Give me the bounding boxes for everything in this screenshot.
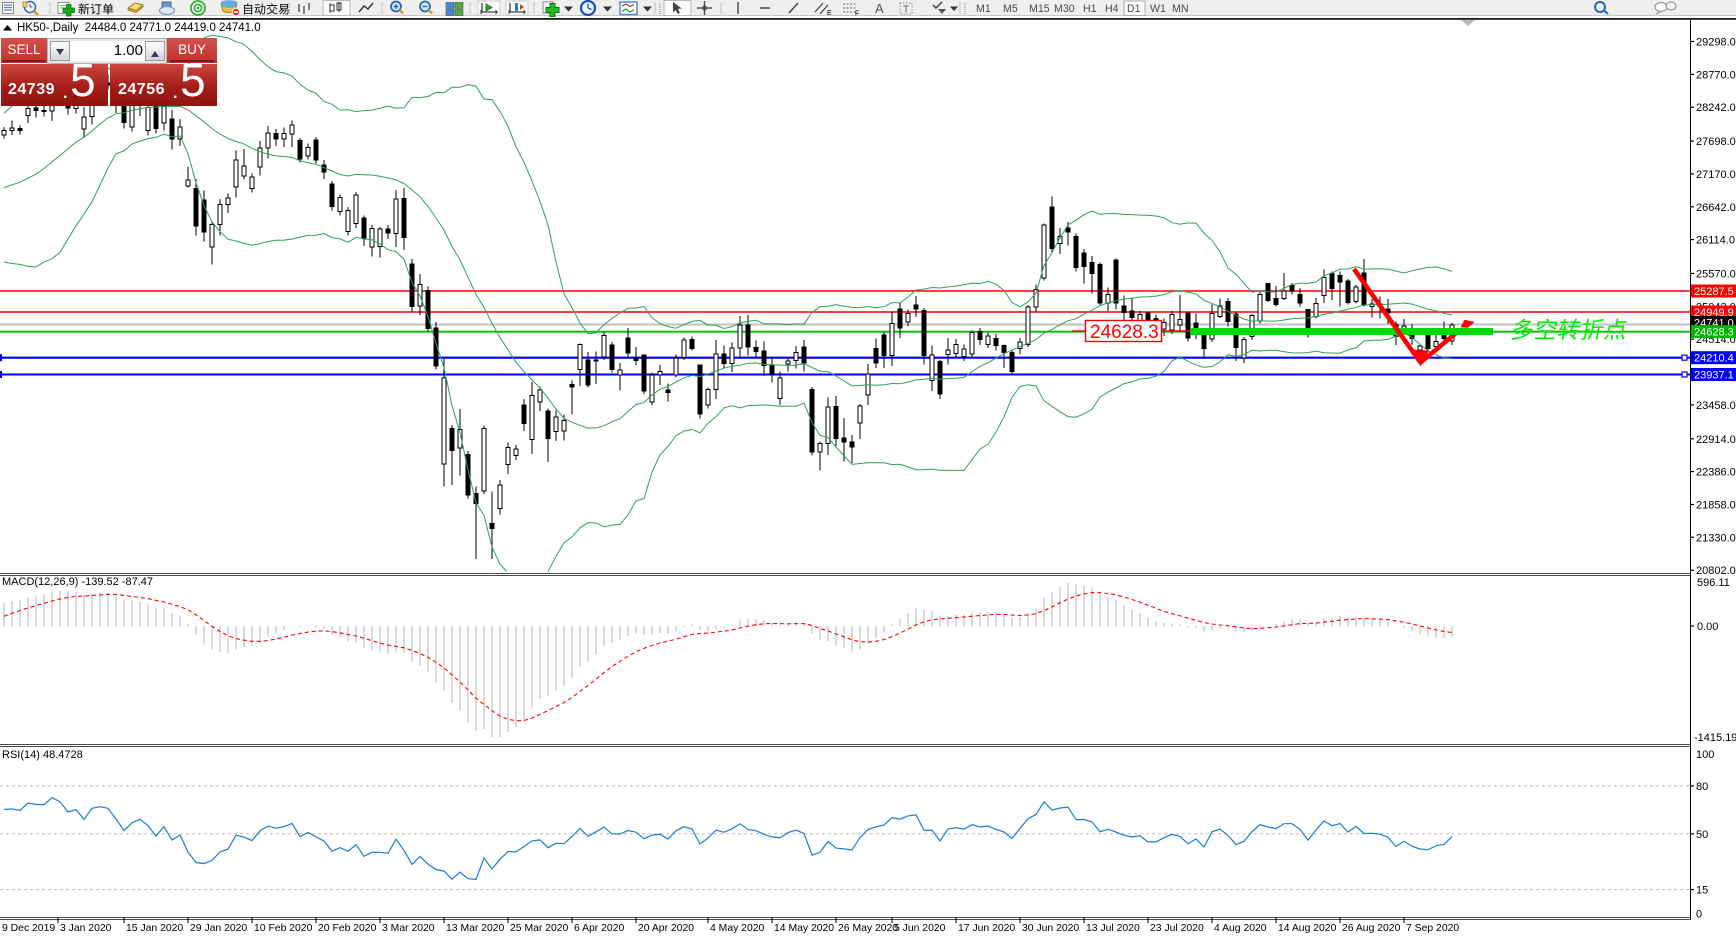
svg-text:5 Jun 2020: 5 Jun 2020 [894,923,946,934]
svg-text:23937.1: 23937.1 [1694,370,1734,382]
svg-text:3 Jan 2020: 3 Jan 2020 [60,923,112,934]
svg-text:9 Dec 2019: 9 Dec 2019 [2,923,55,934]
svg-text:0: 0 [1696,909,1702,921]
svg-text:26 May 2020: 26 May 2020 [838,923,898,934]
svg-text:3 Mar 2020: 3 Mar 2020 [382,923,435,934]
svg-text:D1: D1 [1127,3,1141,15]
svg-text:17 Jun 2020: 17 Jun 2020 [958,923,1015,934]
svg-text:15: 15 [1696,885,1708,897]
svg-text:27170.0: 27170.0 [1696,169,1736,181]
svg-text:23458.0: 23458.0 [1696,400,1736,412]
svg-text:4 May 2020: 4 May 2020 [710,923,765,934]
svg-text:13 Jul 2020: 13 Jul 2020 [1086,923,1140,934]
svg-text:23 Jul 2020: 23 Jul 2020 [1150,923,1204,934]
svg-text:MN: MN [1172,3,1188,15]
svg-text:29 Jan 2020: 29 Jan 2020 [190,923,247,934]
svg-text:M30: M30 [1054,3,1075,15]
svg-text:20 Feb 2020: 20 Feb 2020 [318,923,377,934]
svg-text:H4: H4 [1105,3,1119,15]
svg-text:HK50-,Daily 24484.0 24771.0 2: HK50-,Daily 24484.0 24771.0 24419.0 2474… [17,22,261,34]
svg-text:596.11: 596.11 [1697,577,1730,589]
svg-text:0.00: 0.00 [1697,621,1718,633]
svg-text:20 Apr 2020: 20 Apr 2020 [638,923,694,934]
svg-text:6 Apr 2020: 6 Apr 2020 [574,923,624,934]
svg-text:MACD(12,26,9) -139.52 -87.47: MACD(12,26,9) -139.52 -87.47 [2,576,153,588]
svg-text:25570.0: 25570.0 [1696,269,1736,281]
svg-text:-1415.19: -1415.19 [1694,732,1736,744]
svg-text:22914.0: 22914.0 [1696,434,1736,446]
svg-text:21330.0: 21330.0 [1696,532,1736,544]
svg-text:28242.0: 28242.0 [1696,102,1736,114]
svg-text:13 Mar 2020: 13 Mar 2020 [446,923,505,934]
svg-text:M5: M5 [1003,3,1018,15]
svg-text:26642.0: 26642.0 [1696,202,1736,214]
svg-text:M15: M15 [1029,3,1050,15]
svg-text:T: T [903,5,909,16]
svg-text:E: E [827,10,832,17]
svg-text:A: A [875,1,884,16]
svg-text:50: 50 [1696,829,1708,841]
svg-text:RSI(14) 48.4728: RSI(14) 48.4728 [2,749,83,761]
svg-text:F: F [855,11,859,18]
svg-text:24628.3: 24628.3 [1694,327,1734,339]
svg-text:24628.3: 24628.3 [1090,322,1159,343]
svg-text:30 Jun 2020: 30 Jun 2020 [1022,923,1079,934]
svg-text:W1: W1 [1150,3,1166,15]
svg-text:26 Aug 2020: 26 Aug 2020 [1342,923,1401,934]
svg-text:H1: H1 [1083,3,1097,15]
svg-text:10 Feb 2020: 10 Feb 2020 [254,923,313,934]
svg-text:22386.0: 22386.0 [1696,467,1736,479]
svg-text:7 Sep 2020: 7 Sep 2020 [1406,923,1459,934]
svg-text:26114.0: 26114.0 [1696,235,1735,247]
svg-text:14 Aug 2020: 14 Aug 2020 [1278,923,1337,934]
svg-text:80: 80 [1696,781,1708,793]
svg-text:25 Mar 2020: 25 Mar 2020 [510,923,569,934]
svg-text:25287.5: 25287.5 [1694,286,1734,298]
svg-text:4 Aug 2020: 4 Aug 2020 [1214,923,1267,934]
svg-text:M1: M1 [976,3,991,15]
svg-text:29298.0: 29298.0 [1696,37,1736,49]
svg-text:28770.0: 28770.0 [1696,69,1736,81]
svg-text:21858.0: 21858.0 [1696,500,1736,512]
svg-text:15 Jan 2020: 15 Jan 2020 [126,923,183,934]
svg-text:20802.0: 20802.0 [1696,565,1736,577]
svg-text:100: 100 [1696,749,1714,761]
svg-text:27698.0: 27698.0 [1696,136,1736,148]
svg-text:14 May 2020: 14 May 2020 [774,923,834,934]
svg-text:24210.4: 24210.4 [1694,353,1734,365]
